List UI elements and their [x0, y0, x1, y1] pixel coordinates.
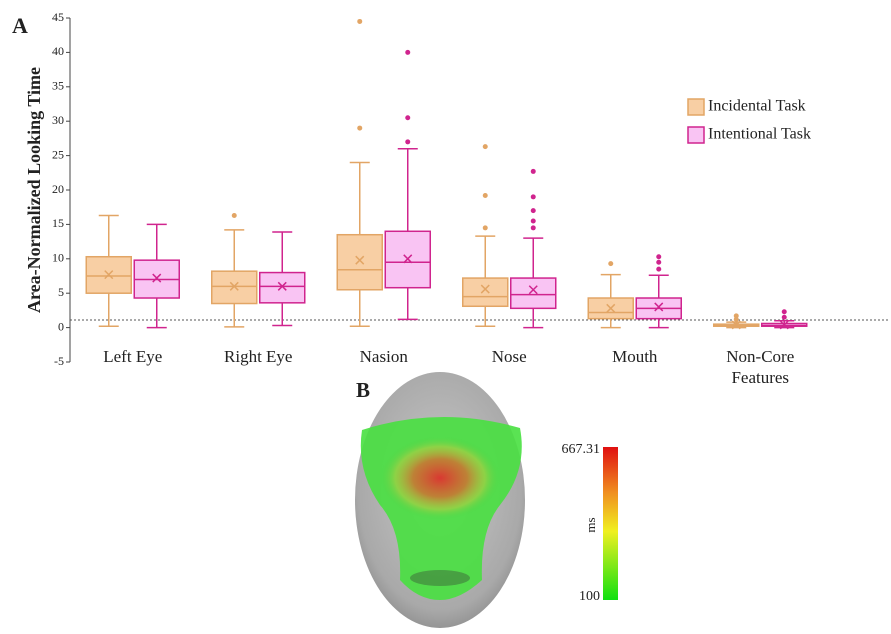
- y-tick-label: 35: [52, 79, 64, 93]
- box-group: [133, 223, 180, 329]
- box-group: [587, 261, 634, 329]
- colorbar: [603, 447, 618, 600]
- box-group: [713, 313, 760, 330]
- colorbar-tick-label: 100: [579, 589, 600, 604]
- outlier: [656, 259, 662, 265]
- mean: [229, 281, 239, 291]
- colorbar-label: ms: [583, 517, 598, 532]
- box-group: [635, 254, 682, 329]
- outlier: [608, 261, 614, 267]
- outlier: [530, 168, 536, 174]
- mean: [779, 320, 789, 330]
- y-tick-label: 45: [52, 10, 64, 24]
- x-tick-label: Mouth: [612, 347, 658, 366]
- mean: [654, 302, 664, 312]
- panel-label: B: [356, 378, 370, 402]
- mean: [104, 270, 114, 280]
- y-tick-label: 20: [52, 182, 64, 196]
- y-tick-label: 30: [52, 113, 64, 127]
- box-group: [85, 214, 132, 327]
- mean: [277, 281, 287, 291]
- outlier: [733, 313, 739, 319]
- outlier: [405, 139, 411, 145]
- legend-swatch: [687, 126, 705, 144]
- outlier: [530, 218, 536, 224]
- mean: [528, 285, 538, 295]
- box-group: [211, 212, 258, 328]
- mean: [152, 273, 162, 283]
- box: [259, 271, 306, 304]
- x-tick-label: Nasion: [359, 347, 408, 366]
- outlier: [482, 225, 488, 231]
- outlier: [530, 225, 536, 231]
- outlier: [781, 314, 787, 320]
- box: [510, 277, 557, 310]
- outlier: [530, 194, 536, 200]
- y-tick-label: 5: [58, 285, 64, 299]
- outlier: [733, 316, 739, 322]
- box-group: [336, 18, 383, 327]
- y-tick-label: 40: [52, 44, 64, 58]
- y-tick-label: 15: [52, 216, 64, 230]
- outlier: [357, 18, 363, 24]
- x-tick-label: Right Eye: [224, 347, 293, 366]
- y-tick-label: 25: [52, 147, 64, 161]
- outlier: [781, 309, 787, 315]
- outlier: [482, 144, 488, 150]
- outlier: [656, 266, 662, 272]
- box: [336, 233, 383, 291]
- box-group: [510, 168, 557, 329]
- y-tick-label: 10: [52, 251, 64, 265]
- x-tick-label: Non-Core Features: [726, 347, 795, 387]
- legend-label: Intentional Task: [708, 126, 811, 143]
- legend-swatch: [687, 98, 705, 116]
- mean: [480, 284, 490, 294]
- mean: [606, 303, 616, 313]
- outlier: [231, 212, 237, 218]
- colorbar-tick-label: 667.31: [562, 442, 601, 457]
- mean: [731, 320, 741, 330]
- y-tick-label: 0: [58, 319, 64, 333]
- outlier: [405, 49, 411, 55]
- x-tick-label: Nose: [491, 347, 527, 366]
- y-tick-label: -5: [54, 354, 64, 368]
- outlier: [530, 208, 536, 214]
- mean: [355, 255, 365, 265]
- outlier: [482, 193, 488, 199]
- legend-label: Incidental Task: [708, 98, 806, 115]
- box-group: [384, 49, 431, 321]
- box: [462, 277, 509, 308]
- outlier: [405, 115, 411, 121]
- face: [355, 372, 525, 628]
- y-axis-label: Area-Normalized Looking Time: [24, 67, 44, 313]
- box-group: [259, 231, 306, 327]
- outlier: [357, 125, 363, 131]
- mean: [403, 254, 413, 264]
- x-tick-label: Left Eye: [103, 347, 163, 366]
- box-group: [761, 309, 808, 330]
- panel-label: A: [12, 13, 28, 38]
- box-group: [462, 144, 509, 327]
- outlier: [656, 254, 662, 260]
